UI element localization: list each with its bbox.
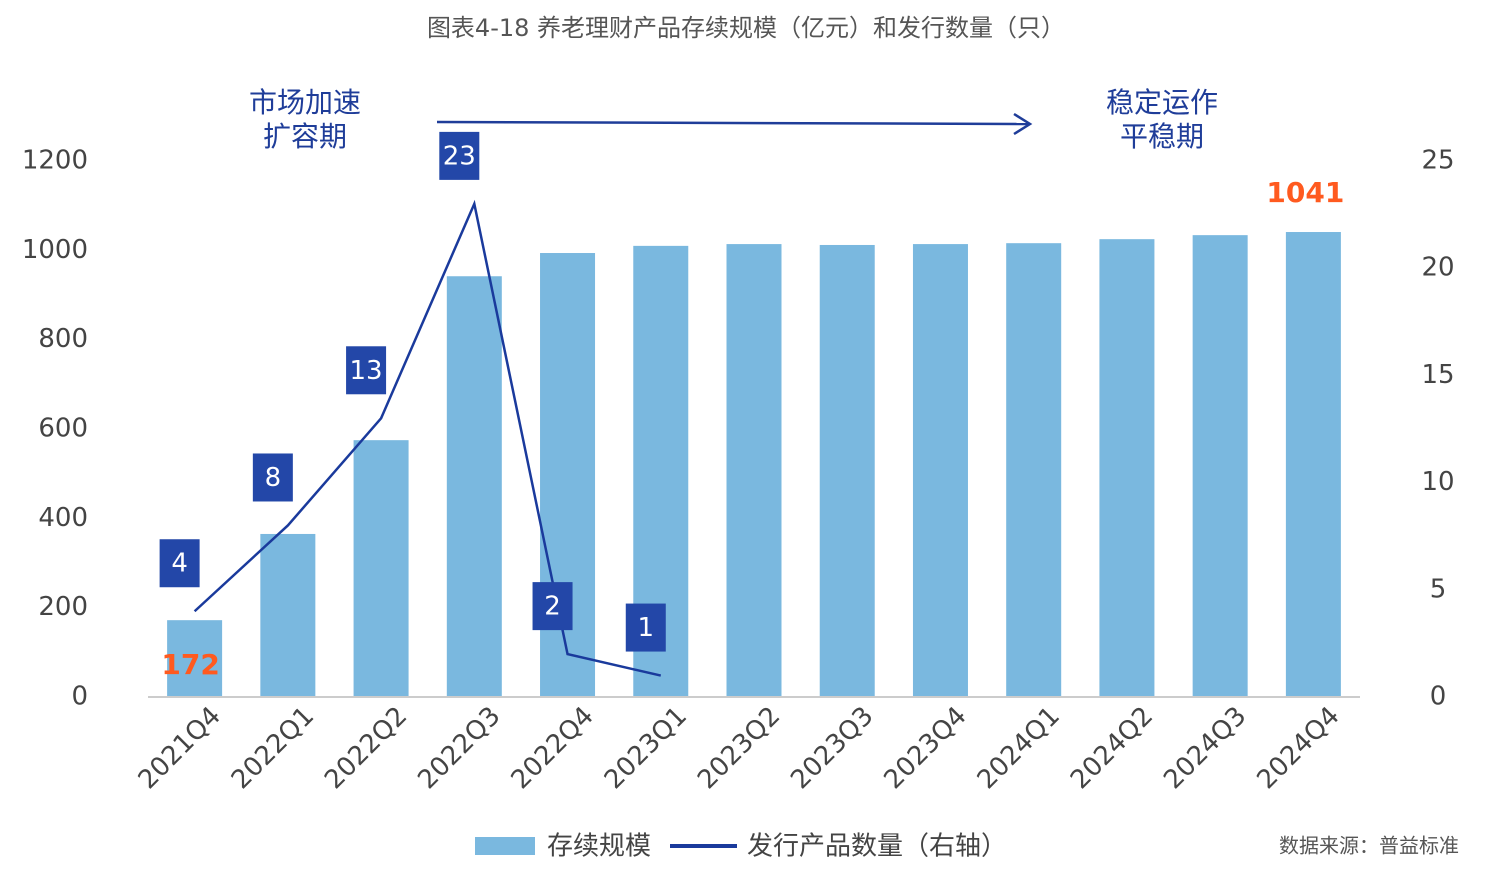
x-tick-label: 2023Q1 — [599, 701, 693, 795]
label-box — [625, 603, 666, 652]
label-box — [159, 539, 200, 588]
bar — [446, 276, 502, 697]
y-tick-label: 200 — [38, 592, 88, 622]
bar — [726, 244, 782, 697]
x-tick-label: 2023Q3 — [785, 701, 879, 795]
y2-tick-label: 15 — [1421, 360, 1454, 390]
y2-tick-label: 25 — [1421, 146, 1454, 176]
y2-tick-label: 10 — [1421, 467, 1454, 497]
line — [193, 199, 662, 677]
y2-tick-label: 5 — [1430, 574, 1447, 604]
arrow — [436, 112, 1033, 136]
y-tick-label: 1000 — [22, 235, 88, 265]
data-label: 8 — [265, 463, 282, 493]
label-box — [439, 131, 480, 180]
y-tick-label: 800 — [38, 324, 88, 354]
bar — [353, 440, 409, 697]
data-label: 23 — [443, 141, 476, 171]
bar — [260, 533, 316, 697]
data-label: 172 — [161, 648, 219, 681]
bar — [1285, 232, 1341, 697]
source-note: 数据来源：普益标准 — [1279, 834, 1459, 858]
label-box — [252, 453, 293, 502]
legend-swatch — [475, 837, 535, 855]
legend-label: 发行产品数量（右轴） — [747, 832, 1007, 862]
annotation: 稳定运作 — [1106, 86, 1218, 119]
x-tick-label: 2024Q3 — [1158, 701, 1252, 795]
x-tick-label: 2024Q1 — [972, 701, 1066, 795]
label-box — [532, 582, 573, 631]
bar — [819, 244, 875, 697]
y2-tick-label: 0 — [1430, 682, 1447, 712]
x-tick-label: 2024Q4 — [1251, 701, 1345, 795]
annotation: 平稳期 — [1120, 120, 1204, 153]
bar — [1006, 243, 1062, 698]
data-label: 1041 — [1266, 176, 1344, 209]
bar — [540, 253, 596, 697]
x-tick-label: 2023Q4 — [879, 701, 973, 795]
label-box — [346, 346, 387, 395]
y-tick-label: 0 — [71, 682, 88, 712]
x-tick-label: 2022Q3 — [412, 701, 506, 795]
y-tick-label: 1200 — [22, 146, 88, 176]
annotation: 市场加速 — [249, 86, 361, 119]
data-label: 1 — [637, 613, 654, 643]
chart-title: 图表4-18 养老理财产品存续规模（亿元）和发行数量（只） — [427, 14, 1065, 42]
data-label: 2 — [544, 592, 561, 622]
x-tick-label: 2022Q1 — [226, 701, 320, 795]
bar — [912, 244, 968, 697]
bar — [167, 620, 223, 697]
annotation: 扩容期 — [263, 120, 347, 153]
x-tick-label: 2024Q2 — [1065, 701, 1159, 795]
bar — [1192, 235, 1248, 697]
y2-tick-label: 20 — [1421, 253, 1454, 283]
y-tick-label: 600 — [38, 414, 88, 444]
x-tick-label: 2022Q2 — [319, 701, 413, 795]
y-tick-label: 400 — [38, 503, 88, 533]
x-tick-label: 2023Q2 — [692, 701, 786, 795]
data-label: 4 — [171, 549, 188, 579]
x-tick-label: 2022Q4 — [506, 701, 600, 795]
x-tick-label: 2021Q4 — [133, 701, 227, 795]
legend-label: 存续规模 — [547, 832, 651, 862]
bar — [1099, 239, 1155, 697]
data-label: 13 — [350, 356, 383, 386]
